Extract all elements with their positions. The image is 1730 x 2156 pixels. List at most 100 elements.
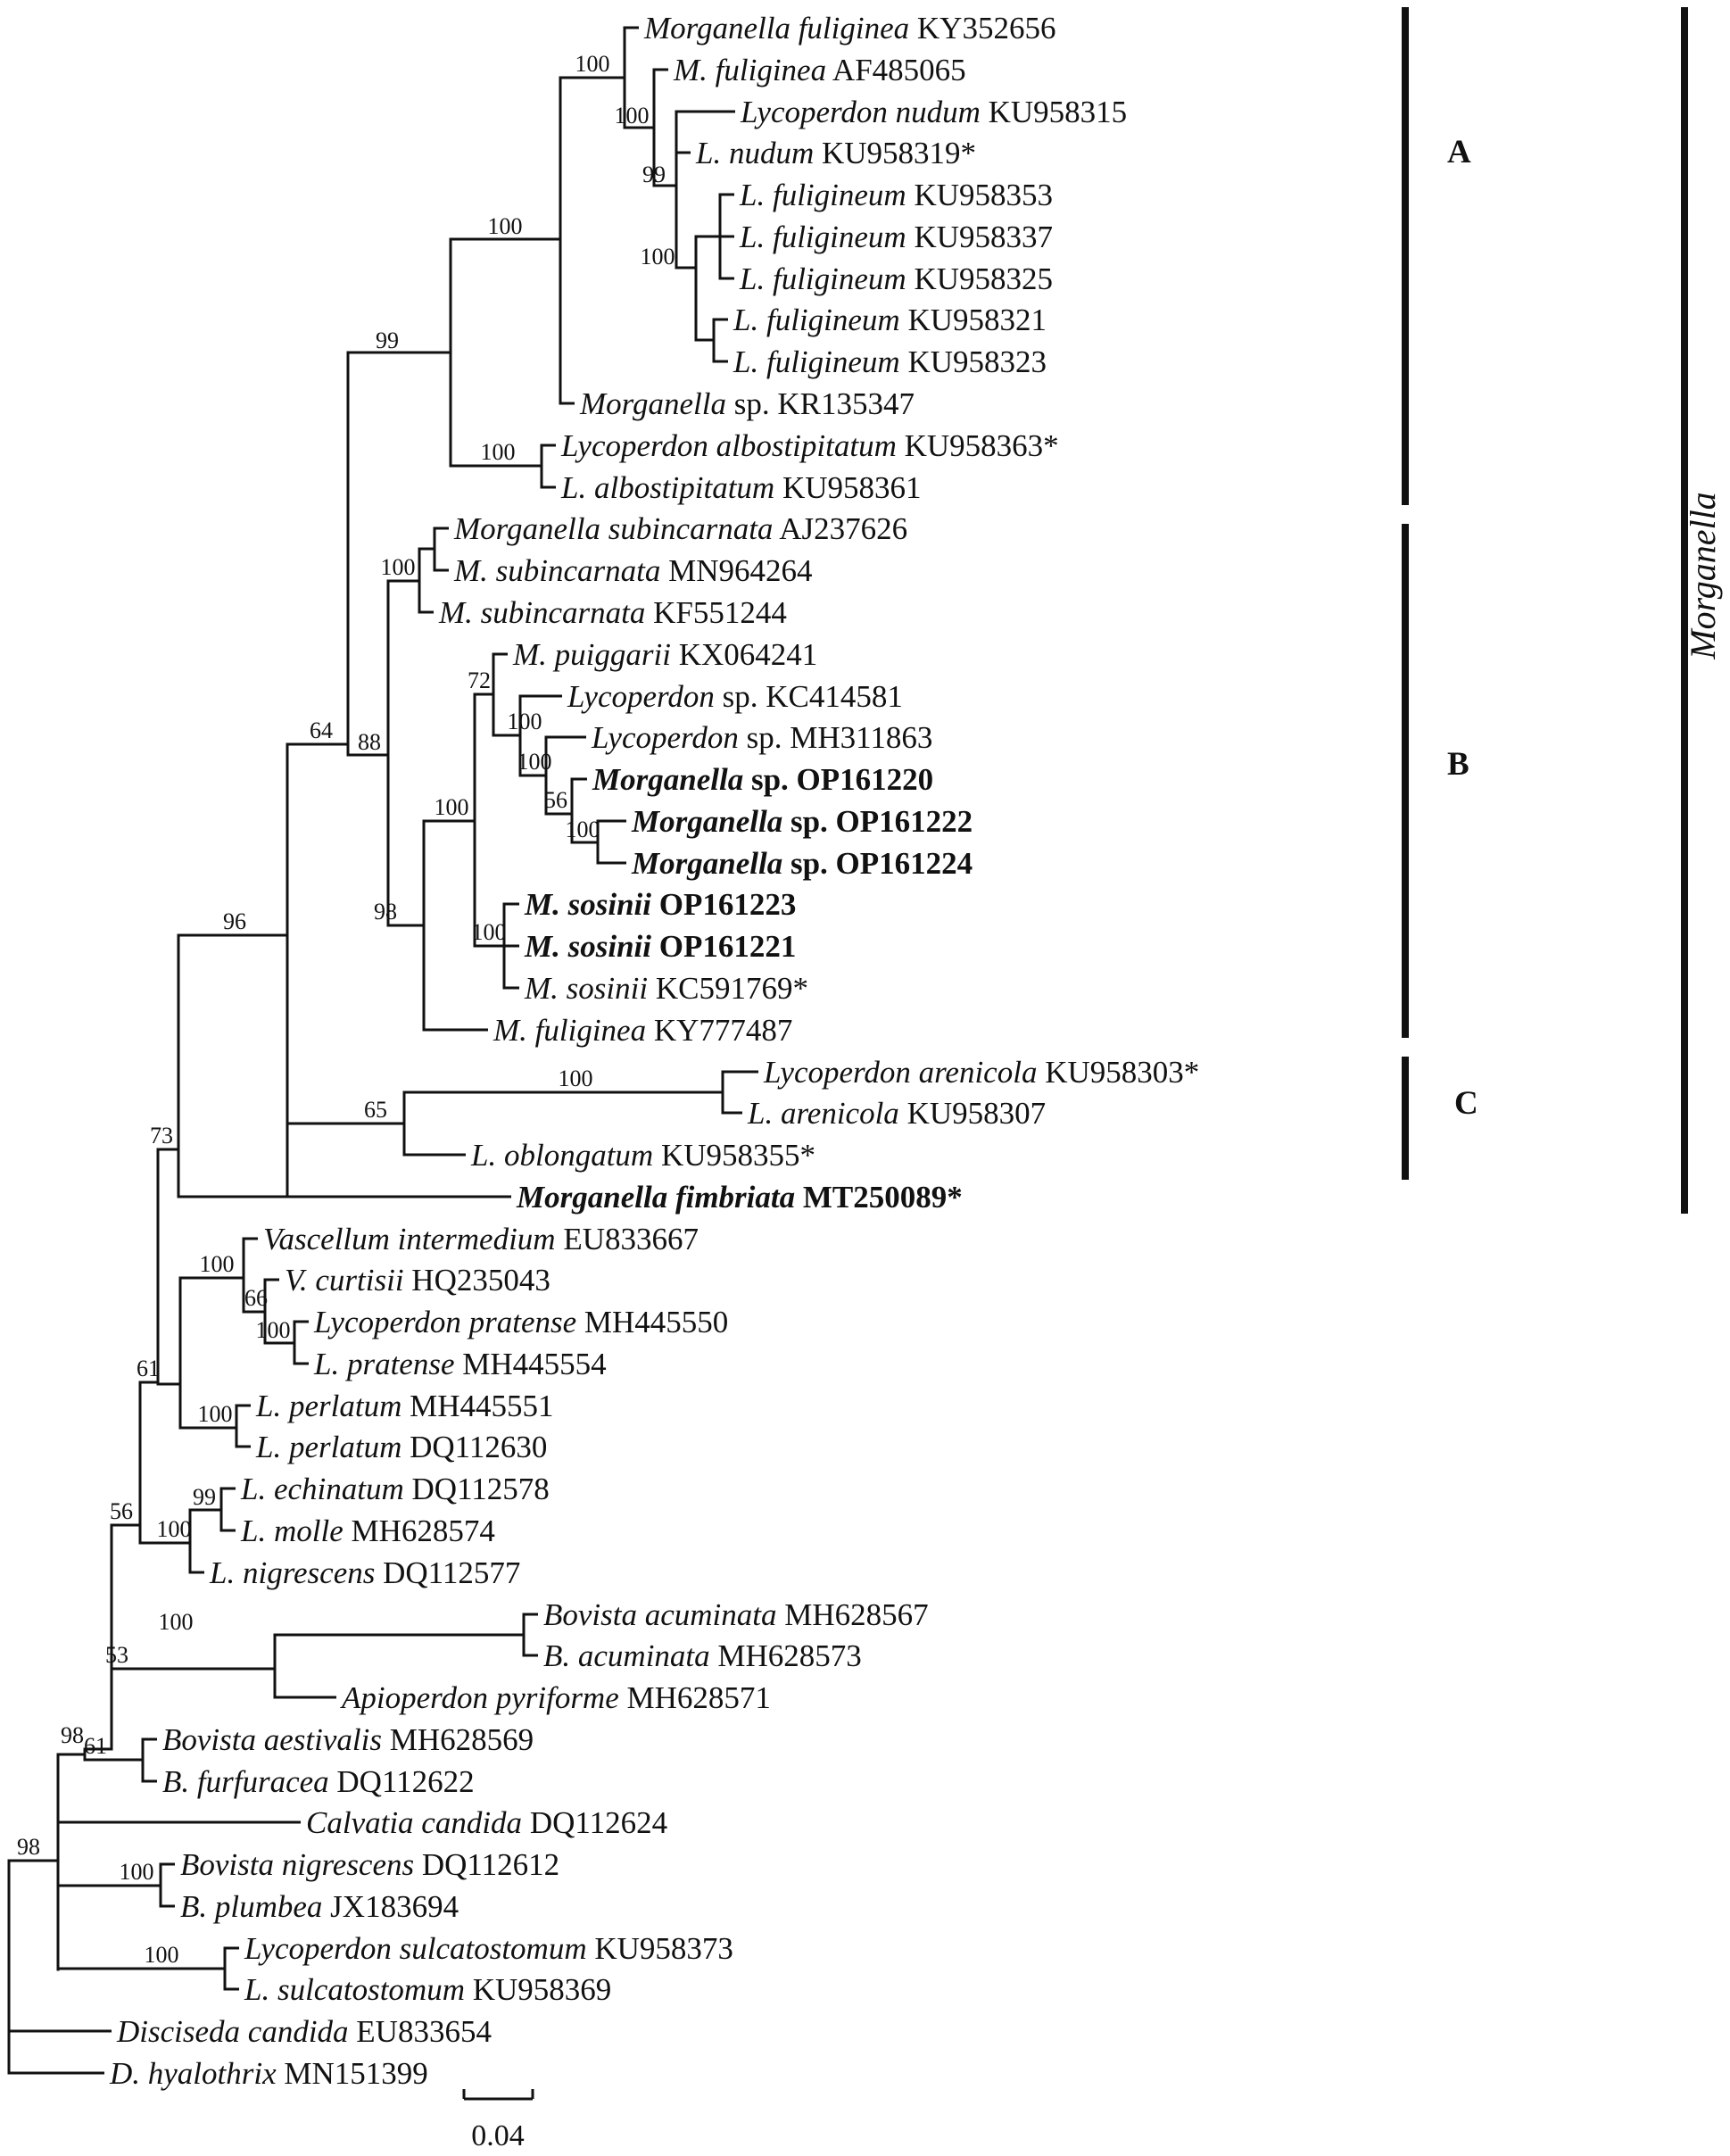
- tip-label: M. fuliginea AF485065: [673, 53, 966, 87]
- tip-label: M. puiggarii KX064241: [512, 637, 817, 672]
- support-value: 100: [145, 1942, 179, 1968]
- support-value: 100: [159, 1609, 194, 1635]
- support-value: 56: [544, 787, 567, 813]
- support-value: 100: [508, 709, 542, 734]
- tip-label: L. nigrescens DQ112577: [209, 1555, 520, 1590]
- tip-labels: Morganella fuliginea KY352656 M. fuligine…: [109, 11, 1199, 2091]
- support-value: 100: [615, 103, 650, 129]
- tip-label: M. subincarnata MN964264: [453, 553, 813, 588]
- clade-label-B: B: [1447, 746, 1469, 783]
- support-value: 73: [150, 1123, 173, 1148]
- genus-label: Morganella: [1683, 492, 1723, 659]
- tip-label: L. fuligineum KU958323: [733, 344, 1047, 379]
- clade-label-A: A: [1447, 134, 1471, 170]
- tip-label: L. fuligineum KU958337: [739, 220, 1053, 254]
- tip-label: Morganella fuliginea KY352656: [643, 11, 1055, 46]
- tip-label: Lycoperdon sp. KC414581: [567, 679, 903, 714]
- tip-label: Lycoperdon pratense MH445550: [313, 1305, 728, 1339]
- tip-label: Morganella sp. OP161224: [631, 846, 973, 881]
- tip-label: Morganella subincarnata AJ237626: [453, 511, 907, 546]
- support-value: 100: [488, 213, 523, 239]
- tip-label: L. fuligineum KU958325: [739, 261, 1053, 296]
- tip-label: L. albostipitatum KU958361: [560, 470, 922, 505]
- support-value: 100: [472, 919, 507, 945]
- tip-label: M. sosinii OP161221: [524, 929, 796, 964]
- support-value: 100: [435, 794, 469, 820]
- tip-label: L. perlatum MH445551: [255, 1389, 554, 1423]
- support-value: 100: [256, 1317, 291, 1343]
- support-value: 66: [244, 1285, 268, 1311]
- tip-label: L. molle MH628574: [240, 1513, 495, 1548]
- tip-label: Morganella sp. OP161220: [592, 762, 933, 797]
- tip-label: Calvatia candida DQ112624: [306, 1805, 667, 1840]
- support-value: 56: [110, 1498, 133, 1524]
- support-value: 100: [381, 554, 416, 580]
- support-value: 99: [376, 328, 399, 353]
- tip-label: Lycoperdon sulcatostomum KU958373: [244, 1931, 733, 1966]
- tip-label: Morganella sp. KR135347: [579, 386, 915, 421]
- tip-label: Vascellum intermedium EU833667: [263, 1222, 699, 1256]
- tip-label: D. hyalothrix MN151399: [109, 2056, 428, 2091]
- clade-bar-A: [1402, 7, 1409, 505]
- support-value: 100: [120, 1859, 154, 1885]
- tip-label: Bovista aestivalis MH628569: [162, 1722, 534, 1757]
- tip-label: Disciseda candida EU833654: [116, 2014, 492, 2049]
- tip-label: Lycoperdon nudum KU958315: [740, 95, 1127, 129]
- support-value: 72: [468, 668, 491, 693]
- support-value: 61: [84, 1733, 107, 1759]
- tip-label: L. nudum KU958319*: [695, 136, 976, 170]
- support-value: 61: [137, 1356, 160, 1381]
- support-value: 99: [193, 1484, 216, 1510]
- clade-bars: A B C Morganella: [1402, 7, 1723, 1214]
- tip-label: B. plumbea JX183694: [180, 1889, 459, 1924]
- tip-label: Lycoperdon arenicola KU958303*: [763, 1055, 1199, 1090]
- tip-label: L. perlatum DQ112630: [255, 1430, 547, 1464]
- support-value: 88: [358, 729, 381, 755]
- tip-label: V. curtisii HQ235043: [285, 1263, 550, 1298]
- tip-label: Lycoperdon sp. MH311863: [591, 720, 932, 755]
- tip-label: B. furfuracea DQ112622: [162, 1764, 475, 1799]
- tip-label: M. sosinii OP161223: [524, 887, 796, 922]
- tip-label: Morganella sp. OP161222: [631, 804, 973, 839]
- tip-label: Bovista acuminata MH628567: [543, 1597, 929, 1632]
- support-value: 100: [517, 749, 552, 775]
- support-value: 100: [157, 1516, 192, 1542]
- support-values: 1001009910010010099100886498100721001005…: [17, 51, 675, 1968]
- support-value: 100: [566, 817, 600, 842]
- tip-label: B. acuminata MH628573: [543, 1638, 862, 1673]
- tree-branches: [7, 26, 758, 2075]
- scale-bar: 0.04: [462, 2089, 534, 2152]
- tip-label: L. oblongatum KU958355*: [470, 1138, 815, 1173]
- tip-label: M. sosinii KC591769*: [524, 971, 808, 1006]
- tip-label: Apioperdon pyriforme MH628571: [340, 1680, 771, 1715]
- support-value: 65: [364, 1097, 387, 1123]
- support-value: 98: [374, 899, 397, 925]
- support-value: 100: [575, 51, 610, 77]
- support-value: 100: [641, 244, 675, 270]
- support-value: 100: [481, 439, 516, 465]
- support-value: 100: [200, 1251, 235, 1277]
- support-value: 98: [17, 1834, 40, 1860]
- support-value: 53: [105, 1642, 128, 1668]
- tip-label: L. fuligineum KU958353: [739, 178, 1053, 212]
- tip-label: L. echinatum DQ112578: [240, 1472, 550, 1506]
- tip-label: L. pratense MH445554: [313, 1347, 607, 1381]
- scale-bar-value: 0.04: [471, 2119, 525, 2152]
- tip-label: L. fuligineum KU958321: [733, 303, 1047, 337]
- tip-label: Bovista nigrescens DQ112612: [180, 1847, 559, 1882]
- support-value: 98: [61, 1722, 84, 1748]
- support-value: 96: [223, 908, 246, 934]
- tip-label: Morganella fimbriata MT250089*: [516, 1180, 963, 1215]
- genus-bar: [1681, 7, 1688, 1214]
- support-value: 99: [642, 162, 666, 187]
- tip-label: L. sulcatostomum KU958369: [244, 1972, 611, 2007]
- clade-bar-B: [1402, 524, 1409, 1038]
- support-value: 100: [559, 1066, 593, 1091]
- tip-label: L. arenicola KU958307: [747, 1096, 1046, 1131]
- clade-bar-C: [1402, 1057, 1409, 1180]
- support-value: 64: [310, 717, 333, 743]
- tip-label: M. fuliginea KY777487: [493, 1013, 792, 1048]
- clade-label-C: C: [1454, 1085, 1478, 1122]
